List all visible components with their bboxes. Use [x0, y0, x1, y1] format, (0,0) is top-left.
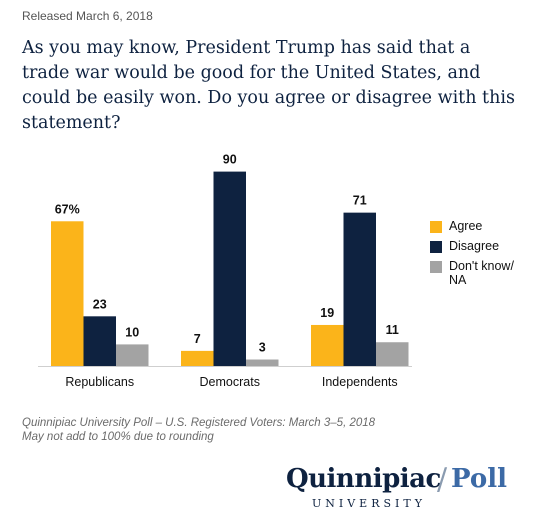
footnotes: Quinnipiac University Poll – U.S. Regist… [22, 416, 375, 444]
quinnipiac-poll-logo: Quinnipiac / Poll UNIVERSITY [286, 462, 516, 514]
legend-swatch-dont-know [430, 261, 442, 273]
chart-title: As you may know, President Trump has sai… [22, 38, 515, 133]
release-date: Released March 6, 2018 [22, 9, 153, 23]
data-label-democrats-agree: 7 [194, 332, 201, 346]
data-label-independents-agree: 19 [320, 306, 334, 320]
bar-democrats-agree [181, 350, 214, 366]
logo-name: Quinnipiac [286, 464, 441, 494]
category-label-republicans: Republicans [65, 375, 134, 389]
data-label-democrats-disagree: 90 [223, 153, 237, 167]
bar-republicans-disagree [83, 316, 116, 366]
bar-independents-don-t-know-na [376, 342, 409, 366]
category-label-independents: Independents [322, 375, 398, 389]
legend-label-dont-know-line2: NA [449, 273, 467, 287]
category-label-democrats: Democrats [200, 375, 260, 389]
data-label-republicans-agree: 67% [55, 202, 80, 216]
data-label-republicans-don-t-know-na: 10 [125, 325, 139, 339]
legend-swatch-disagree [430, 241, 442, 253]
logo-poll: Poll [451, 464, 507, 494]
data-label-independents-don-t-know-na: 11 [386, 323, 399, 337]
data-label-independents-disagree: 71 [353, 194, 367, 208]
legend-item-agree: Agree [430, 219, 514, 239]
bar-independents-disagree [343, 212, 376, 366]
legend-item-dont-know: Don't know/ NA [430, 259, 514, 291]
data-label-republicans-disagree: 23 [93, 297, 107, 311]
chart-legend: Agree Disagree Don't know/ NA [430, 219, 514, 291]
legend-label-dont-know-line1: Don't know/ [449, 259, 514, 273]
legend-label-disagree: Disagree [449, 239, 500, 253]
bar-democrats-don-t-know-na [246, 359, 279, 366]
bar-democrats-disagree [213, 171, 246, 366]
data-label-democrats-don-t-know-na: 3 [259, 341, 266, 355]
logo-university: UNIVERSITY [312, 497, 426, 510]
legend-label-agree: Agree [449, 219, 483, 233]
source-note: Quinnipiac University Poll – U.S. Regist… [22, 417, 376, 429]
bar-chart: 67% 23 10 Republicans 7 90 3 Democrats 19 71 11 Ind… [38, 153, 412, 389]
rounding-note: May not add to 100% due to rounding [22, 431, 214, 443]
legend-swatch-agree [430, 221, 442, 233]
logo-slash: / [437, 462, 448, 497]
bar-republicans-agree [51, 221, 84, 366]
bar-republicans-don-t-know-na [116, 344, 149, 366]
bar-independents-agree [311, 324, 344, 366]
legend-item-disagree: Disagree [430, 239, 514, 259]
legend-label-dont-know: Don't know/ NA [449, 259, 514, 287]
